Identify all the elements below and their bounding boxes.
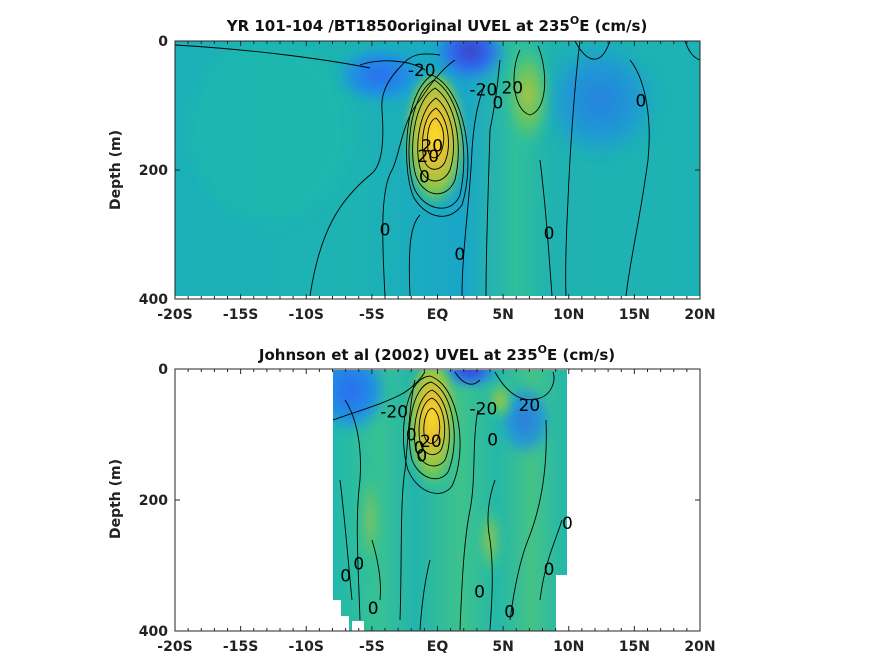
panel-bottom-xtick-label: 5N <box>492 639 513 655</box>
panel-top-contour-label: -20 <box>470 80 498 100</box>
panel-bottom-xtick-label: 20N <box>684 639 715 655</box>
panel-top-ytick-label: 200 <box>139 163 168 179</box>
panel-bottom-contour-label: 20 <box>519 396 541 416</box>
panel-bottom-contour-label: 0 <box>414 439 425 459</box>
panel-bottom-xtick-label: -15S <box>223 639 258 655</box>
panel-bottom-ticks <box>174 368 701 632</box>
panel-bottom-contour-label: 0 <box>353 555 364 575</box>
panel-bottom-xtick-labels: -20S -15S -10S -5S EQ 5N 10N 15N 20N <box>157 639 715 655</box>
panel-bottom-field <box>333 370 567 631</box>
panel-bottom-ytick-labels: 0 200 400 <box>139 362 168 640</box>
panel-top-contour-label: 0 <box>544 224 555 244</box>
panel-top-xtick-label: -10S <box>289 307 324 323</box>
panel-top-ylabel: Depth (m) <box>108 130 124 210</box>
panel-top-xtick-label: -20S <box>157 307 192 323</box>
panel-bottom-contour-label: 0 <box>544 560 555 580</box>
panel-bottom-xtick-label: -10S <box>289 639 324 655</box>
panel-top-ytick-label: 0 <box>158 34 168 50</box>
panel-bottom-contour-label: 0 <box>368 599 379 619</box>
panel-bottom-contour-label: -20 <box>470 399 498 419</box>
panel-top-contour-label: 0 <box>636 91 647 111</box>
panel-bottom-contour-label: -20 <box>380 403 408 423</box>
panel-bottom-xtick-label: EQ <box>427 639 449 655</box>
panel-bottom-contour-label: 0 <box>474 583 485 603</box>
panel-bottom-contour-label: 0 <box>340 566 351 586</box>
panel-top-xtick-label: 15N <box>619 307 650 323</box>
panel-top-contour-label: 0 <box>454 245 465 265</box>
panel-top-contour-label: 0 <box>419 167 430 187</box>
panel-top-ytick-label: 400 <box>139 292 168 308</box>
panel-top-xtick-label: -15S <box>223 307 258 323</box>
panel-bottom-ytick-label: 200 <box>139 493 168 509</box>
panel-bottom-ytick-label: 400 <box>139 624 168 640</box>
panel-bottom-xtick-label: 10N <box>553 639 584 655</box>
panel-top-ticks <box>174 40 701 300</box>
panel-bottom-contour-label: 0 <box>406 426 417 446</box>
panel-bottom-missing-data <box>333 575 567 631</box>
panel-top-xtick-label: EQ <box>427 307 449 323</box>
panel-bottom-xtick-label: -5S <box>359 639 385 655</box>
panel-bottom-xtick-label: 15N <box>619 639 650 655</box>
panel-top-xtick-label: 5N <box>492 307 513 323</box>
panel-top-contour-label: 20 <box>421 136 443 156</box>
panel-bottom-title: Johnson et al (2002) UVEL at 235OE (cm/s… <box>258 343 615 364</box>
panel-bottom-contour-label: 20 <box>420 432 442 452</box>
panel-bottom-ylabel: Depth (m) <box>108 459 124 539</box>
panel-bottom-contour-label: 0 <box>487 431 498 451</box>
panel-top-contour-label: -20 <box>408 61 436 81</box>
panel-top-field <box>175 41 700 296</box>
panel-top-contour-label: 0 <box>380 220 391 240</box>
panel-top-title: YR 101-104 /BT1850original UVEL at 235OE… <box>226 14 648 35</box>
panel-top-xtick-label: 10N <box>553 307 584 323</box>
panel-top-xtick-label: 20N <box>684 307 715 323</box>
panel-top-contour-label: 20 <box>501 78 523 98</box>
panel-top-contour-label: 0 <box>492 93 503 113</box>
panel-top-contour-label: 20 <box>417 147 439 167</box>
panel-bottom: Johnson et al (2002) UVEL at 235OE (cm/s… <box>108 343 716 655</box>
panel-bottom-contour-label: 0 <box>416 446 427 466</box>
panel-top-xtick-labels: -20S -15S -10S -5S EQ 5N 10N 15N 20N <box>157 307 715 323</box>
panel-top-xtick-label: -5S <box>359 307 385 323</box>
panel-bottom-xtick-label: -20S <box>157 639 192 655</box>
panel-bottom-contour-label: 0 <box>562 514 573 534</box>
panel-bottom-ytick-label: 0 <box>158 362 168 378</box>
panel-top: YR 101-104 /BT1850original UVEL at 235OE… <box>108 14 716 323</box>
panel-top-ytick-labels: 0 200 400 <box>139 34 168 308</box>
panel-bottom-contour-label: 0 <box>504 602 515 622</box>
